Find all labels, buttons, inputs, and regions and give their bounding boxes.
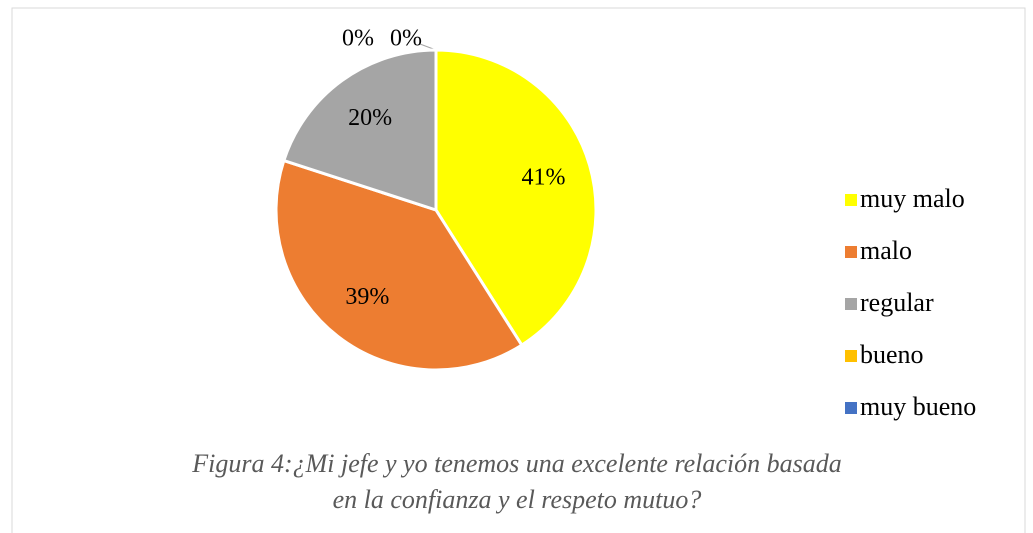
data-label: 0% xyxy=(342,26,374,52)
legend-label: regular xyxy=(860,288,934,317)
legend-swatch xyxy=(845,246,857,258)
data-label: 0% xyxy=(390,26,422,52)
legend-label: malo xyxy=(860,236,912,265)
legend-swatch xyxy=(845,402,857,414)
legend-label: muy bueno xyxy=(860,392,976,421)
caption: Figura 4:¿Mi jefe y yo tenemos una excel… xyxy=(191,449,842,478)
legend-swatch xyxy=(845,350,857,362)
legend-label: bueno xyxy=(860,340,924,369)
frame xyxy=(11,7,1026,533)
caption: en la confianza y el respeto mutuo? xyxy=(333,485,702,514)
data-label: 41% xyxy=(522,164,566,190)
pie-slice xyxy=(281,48,438,213)
legend-label: muy malo xyxy=(860,184,965,213)
legend-swatch xyxy=(845,298,857,310)
data-label: 39% xyxy=(345,284,389,310)
data-label: 20% xyxy=(348,105,392,131)
pie-slice xyxy=(274,158,524,372)
legend-swatch xyxy=(845,194,857,206)
